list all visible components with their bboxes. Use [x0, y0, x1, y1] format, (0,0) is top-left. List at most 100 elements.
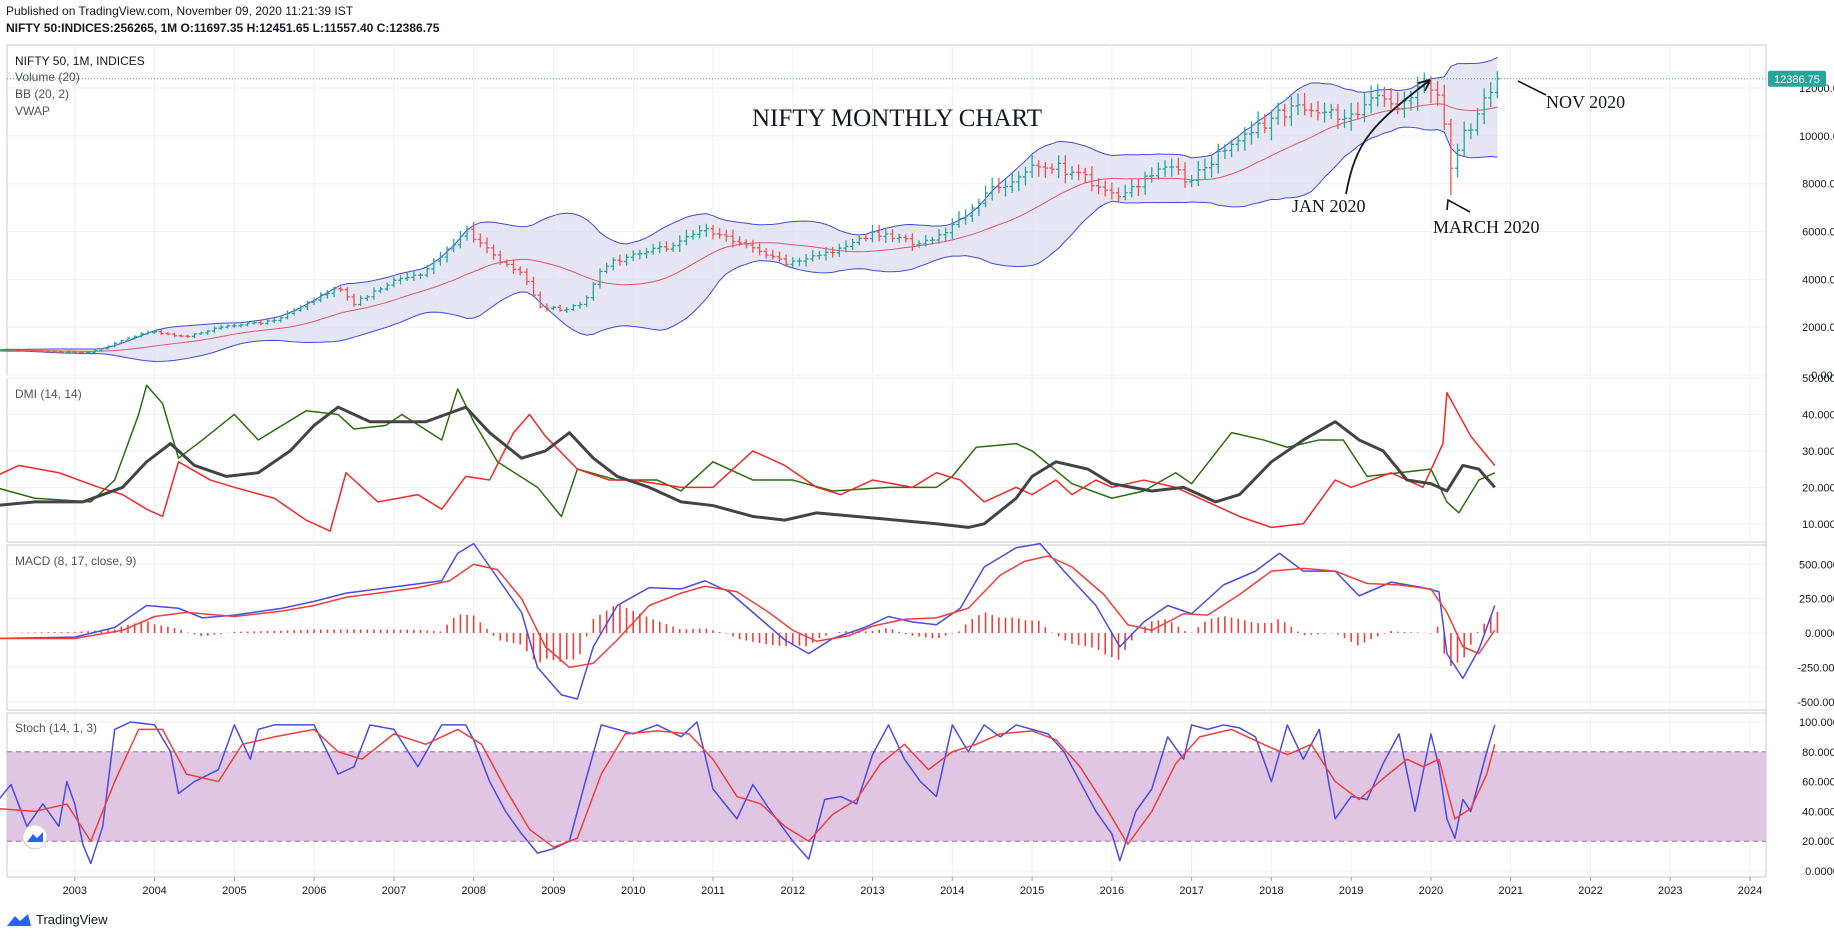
ohlc-bar [1129, 179, 1135, 198]
y-tick-label: 500.0000 [1799, 559, 1834, 571]
y-tick-label: 50.0000 [1802, 373, 1834, 385]
ohlc-bar [1335, 104, 1341, 129]
y-tick-label: 0.00 [1811, 370, 1832, 382]
ohlc-bar [112, 341, 118, 348]
ohlc-bar [1295, 93, 1301, 116]
ohlc-bar [411, 270, 417, 281]
x-tick-label: 2016 [1100, 885, 1124, 897]
ohlc-bar [790, 257, 796, 269]
axis-layer: 12000.0010000.008000.006000.004000.00200… [63, 45, 1834, 897]
ohlc-bar [1268, 110, 1274, 141]
bb-lower-line [0, 126, 1498, 362]
last-price-tag: 12386.75 [1768, 70, 1826, 87]
ohlc-bar [1375, 84, 1381, 107]
ohlc-bar [923, 235, 929, 247]
ohlc-bar [830, 246, 836, 258]
ohlc-bar [1302, 92, 1308, 116]
ohlc-bar [796, 257, 802, 267]
ohlc-bar [1435, 80, 1441, 106]
ohlc-bar [883, 227, 889, 243]
tradingview-watermark [22, 824, 48, 850]
y-tick-label: 0.0000 [1805, 628, 1834, 640]
footer-brand[interactable]: TradingView [6, 912, 108, 927]
ohlc-bar [610, 257, 616, 271]
macd-pane[interactable] [0, 542, 1499, 700]
ohlc-bar [590, 282, 596, 301]
ohlc-bar [398, 275, 404, 285]
ohlc-bar [378, 287, 384, 294]
ohlc-bar [265, 319, 271, 325]
x-tick-label: 2009 [541, 885, 565, 897]
price-pane[interactable] [0, 56, 1766, 362]
legend-dmi[interactable]: DMI (14, 14) [15, 387, 82, 401]
ohlc-bar [1395, 92, 1401, 115]
ohlc-bar [132, 335, 138, 340]
dmi-pane[interactable] [0, 384, 1496, 532]
y-tick-label: 0.0000 [1805, 866, 1834, 878]
ohlc-bar [431, 258, 437, 275]
signal-line [0, 555, 1496, 669]
stoch-pane[interactable] [0, 721, 1766, 865]
x-tick-label: 2012 [781, 885, 805, 897]
ohlc-bar [810, 250, 816, 262]
ohlc-bar [1242, 127, 1248, 151]
ohlc-bar [225, 324, 231, 329]
ohlc-bar [384, 282, 390, 291]
ohlc-bar [318, 292, 324, 303]
ohlc-bar [464, 225, 470, 241]
ohlc-bar [637, 249, 643, 260]
ohlc-bar [165, 332, 171, 336]
ohlc-bar [1182, 162, 1188, 188]
bb-upper-line [0, 56, 1498, 351]
ohlc-bar [1102, 180, 1108, 197]
ohlc-bar [1474, 108, 1480, 136]
ohlc-bar [816, 251, 822, 260]
ohlc-bar [1069, 166, 1075, 180]
x-tick-label: 2023 [1658, 885, 1682, 897]
ohlc-bar [298, 304, 304, 312]
ohlc-bar [1122, 184, 1128, 201]
legend-macd[interactable]: MACD (8, 17, close, 9) [15, 554, 136, 568]
ohlc-bar [843, 240, 849, 253]
ohlc-bar [597, 268, 603, 289]
ohlc-bar [491, 244, 497, 260]
x-tick-label: 2022 [1578, 885, 1602, 897]
legend-stoch[interactable]: Stoch (14, 1, 3) [15, 721, 97, 735]
legend-price[interactable]: NIFTY 50, 1M, INDICES [15, 54, 145, 68]
ohlc-bar [1155, 162, 1161, 180]
legends: NIFTY 50, 1M, INDICES Volume (20) BB (20… [15, 54, 145, 735]
legend-vwap[interactable]: VWAP [15, 104, 50, 118]
ohlc-bar [670, 242, 676, 253]
ohlc-bar [218, 324, 224, 330]
ohlc-bar [803, 253, 809, 267]
ohlc-bar [1209, 155, 1215, 178]
ohlc-bar [916, 240, 922, 248]
annotation-nov-2020: NOV 2020 [1546, 92, 1625, 112]
ohlc-bar [1022, 166, 1028, 186]
ohlc-bar [903, 234, 909, 243]
annotation-jan-2020: JAN 2020 [1292, 196, 1366, 216]
symbol-ohlc-line: NIFTY 50:INDICES:256265, 1M O:11697.35 H… [6, 21, 440, 35]
ohlc-bar [205, 330, 211, 335]
ohlc-bar [198, 331, 204, 335]
ohlc-bar [1388, 88, 1394, 110]
chart-area[interactable]: 12000.0010000.008000.006000.004000.00200… [0, 0, 1834, 910]
ohlc-bar [172, 332, 178, 338]
ohlc-bar [823, 246, 829, 261]
ohlc-bar [836, 243, 842, 258]
ohlc-bar [59, 351, 65, 354]
ohlc-bar [92, 349, 98, 354]
ohlc-bar [1056, 155, 1062, 179]
x-tick-label: 2018 [1259, 885, 1283, 897]
legend-bb[interactable]: BB (20, 2) [15, 87, 69, 101]
ohlc-bar [451, 238, 457, 253]
ohlc-bar [1255, 111, 1261, 139]
legend-volume[interactable]: Volume (20) [15, 70, 80, 84]
ohlc-bar [577, 301, 583, 309]
ohlc-bar [1415, 76, 1421, 111]
ohlc-bar [1062, 155, 1068, 184]
ohlc-bar [544, 303, 550, 312]
ohlc-bar [311, 297, 317, 305]
pane-frame [6, 544, 1767, 711]
ohlc-bar [717, 228, 723, 239]
